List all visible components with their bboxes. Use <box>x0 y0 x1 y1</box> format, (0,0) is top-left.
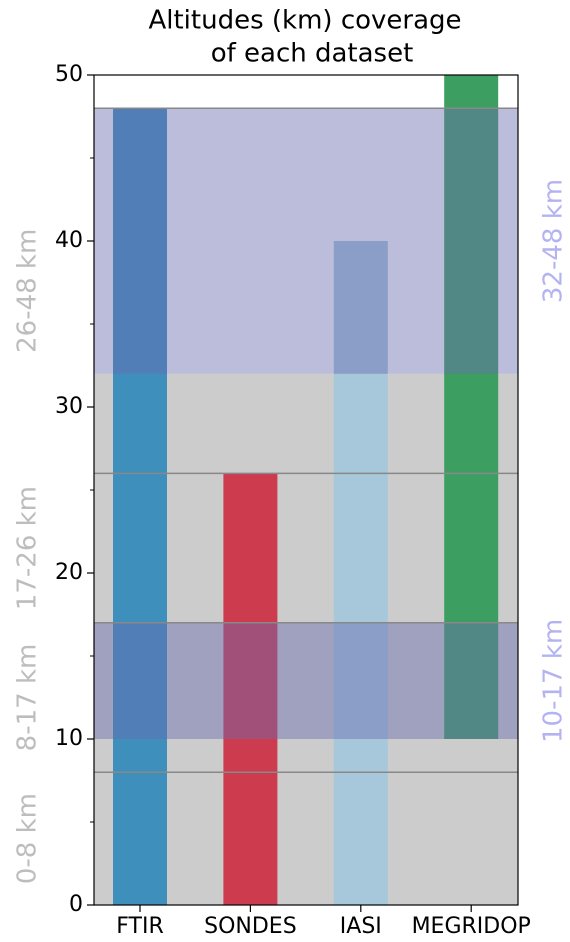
right-range-label: 10-17 km <box>539 619 569 743</box>
right-range-label: 32-48 km <box>539 179 569 303</box>
x-tick-label: SONDES <box>204 914 297 939</box>
x-tick-label: FTIR <box>116 914 163 939</box>
left-range-label: 8-17 km <box>13 644 43 752</box>
y-tick-label: 50 <box>55 62 83 87</box>
band <box>94 108 518 374</box>
bar <box>223 473 278 905</box>
left-range-label: 26-48 km <box>13 229 43 353</box>
x-tick-label: IASI <box>340 914 382 939</box>
y-tick-label: 30 <box>55 394 83 419</box>
left-range-label: 0-8 km <box>13 793 43 884</box>
left-range-label: 17-26 km <box>13 486 43 610</box>
band <box>94 622 518 739</box>
x-tick-label: MEGRIDOP <box>412 914 531 939</box>
bar <box>444 75 499 739</box>
chart-title: of each dataset <box>211 39 414 69</box>
y-tick-label: 10 <box>55 726 83 751</box>
y-tick-label: 20 <box>55 560 83 585</box>
bar <box>333 241 388 905</box>
y-tick-label: 40 <box>55 228 83 253</box>
y-tick-label: 0 <box>69 892 83 917</box>
chart-title: Altitudes (km) coverage <box>148 6 461 36</box>
